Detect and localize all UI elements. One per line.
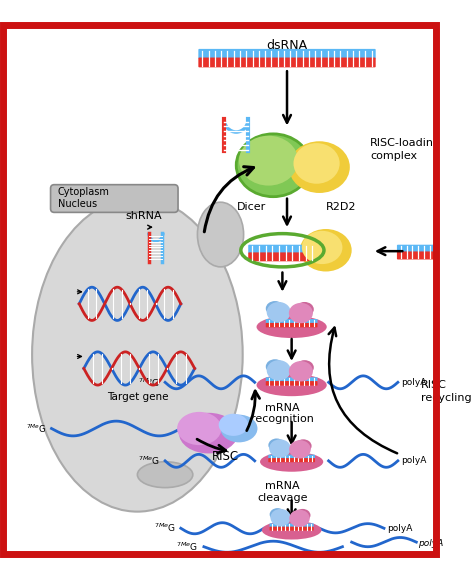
FancyBboxPatch shape <box>266 319 318 324</box>
Text: $^{7Me}$G: $^{7Me}$G <box>137 455 160 467</box>
Text: Target gene: Target gene <box>107 391 168 402</box>
Ellipse shape <box>270 508 285 521</box>
Ellipse shape <box>256 316 327 338</box>
FancyBboxPatch shape <box>268 458 315 462</box>
Ellipse shape <box>268 438 285 452</box>
Ellipse shape <box>271 509 291 526</box>
Ellipse shape <box>289 440 311 459</box>
Ellipse shape <box>295 439 311 453</box>
Ellipse shape <box>137 462 193 488</box>
Text: polyA: polyA <box>401 378 426 387</box>
Text: Nucleus: Nucleus <box>58 199 97 209</box>
Ellipse shape <box>302 231 342 264</box>
FancyBboxPatch shape <box>397 251 445 259</box>
Ellipse shape <box>177 412 221 445</box>
Ellipse shape <box>260 452 323 472</box>
Text: Dicer: Dicer <box>237 202 266 212</box>
Text: R2D2: R2D2 <box>326 202 356 212</box>
FancyBboxPatch shape <box>198 57 376 67</box>
Ellipse shape <box>300 229 352 272</box>
Text: RISC-loading
complex: RISC-loading complex <box>370 138 441 161</box>
Text: $^{7Me}$G: $^{7Me}$G <box>155 522 176 534</box>
Ellipse shape <box>179 413 238 453</box>
FancyBboxPatch shape <box>397 245 445 253</box>
FancyBboxPatch shape <box>270 523 314 527</box>
Text: polyA: polyA <box>418 540 443 548</box>
FancyBboxPatch shape <box>268 455 315 459</box>
Text: polyA: polyA <box>387 524 412 533</box>
Ellipse shape <box>289 141 350 193</box>
FancyBboxPatch shape <box>198 49 376 58</box>
FancyBboxPatch shape <box>248 245 317 254</box>
FancyBboxPatch shape <box>266 378 318 382</box>
Ellipse shape <box>266 359 284 374</box>
Ellipse shape <box>293 143 340 184</box>
Ellipse shape <box>266 301 284 316</box>
Text: $^{7Me}$G: $^{7Me}$G <box>27 422 47 435</box>
Ellipse shape <box>295 302 314 317</box>
Text: Cytoplasm: Cytoplasm <box>58 187 110 197</box>
Text: $^{7Me}$G: $^{7Me}$G <box>175 541 198 553</box>
Text: $^{7Me}$G: $^{7Me}$G <box>137 376 160 389</box>
FancyBboxPatch shape <box>266 381 318 386</box>
FancyBboxPatch shape <box>51 185 178 212</box>
Ellipse shape <box>219 414 248 436</box>
Text: dsRNA: dsRNA <box>266 39 308 52</box>
Ellipse shape <box>295 360 314 375</box>
FancyBboxPatch shape <box>266 323 318 327</box>
Ellipse shape <box>269 439 291 457</box>
Text: mRNA
recognition: mRNA recognition <box>251 402 314 424</box>
Text: shRNA: shRNA <box>126 211 162 221</box>
Text: RISC
recycling: RISC recycling <box>421 380 472 403</box>
Ellipse shape <box>236 134 310 197</box>
Ellipse shape <box>267 302 291 323</box>
Ellipse shape <box>256 374 327 396</box>
Ellipse shape <box>239 135 298 186</box>
Ellipse shape <box>267 360 291 380</box>
Ellipse shape <box>220 415 257 442</box>
FancyBboxPatch shape <box>248 252 317 261</box>
Text: mRNA
cleavage: mRNA cleavage <box>257 481 308 503</box>
Ellipse shape <box>289 361 313 382</box>
Ellipse shape <box>289 510 310 527</box>
Text: polyA: polyA <box>401 456 426 466</box>
Ellipse shape <box>32 197 243 512</box>
Ellipse shape <box>198 202 244 267</box>
Text: RISC: RISC <box>211 450 239 463</box>
Ellipse shape <box>262 521 321 540</box>
Text: polyA: polyA <box>183 424 209 433</box>
Ellipse shape <box>289 303 313 323</box>
FancyBboxPatch shape <box>270 527 314 530</box>
Ellipse shape <box>295 509 310 522</box>
